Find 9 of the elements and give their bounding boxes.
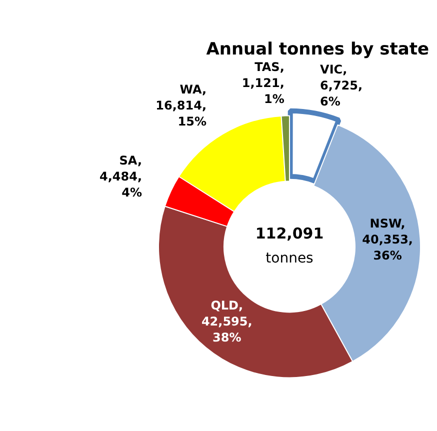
slice-label: QLD, 42,595, 38%: [201, 298, 252, 345]
slice-label: WA, 16,814, 15%: [156, 82, 207, 129]
text: tonnes: [266, 250, 314, 266]
slice-label: TAS, 1,121, 1%: [242, 60, 284, 106]
slice-label: NSW, 40,353, 36%: [362, 216, 413, 263]
slice-label: VIC, 6,725, 6%: [320, 62, 363, 109]
slice-label: SA, 4,484, 4%: [99, 153, 142, 200]
text: 112,091: [255, 224, 324, 243]
chart-title: Annual tonnes by state: [206, 40, 429, 60]
